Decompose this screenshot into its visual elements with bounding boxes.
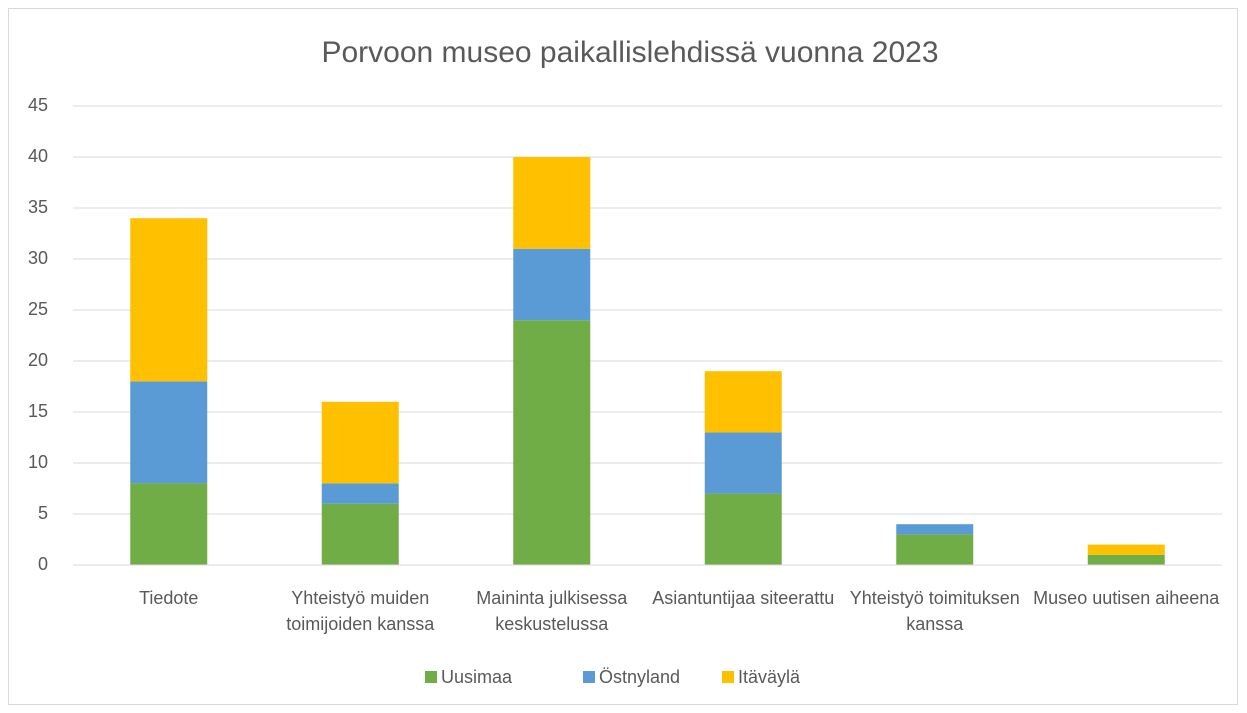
y-tick-label: 25	[28, 299, 48, 319]
legend-swatch	[722, 671, 734, 683]
bar-segment	[513, 248, 591, 321]
bar-segment	[513, 157, 591, 249]
bar-segment	[1087, 554, 1165, 565]
x-tick-label: Asiantuntijaa siteerattu	[652, 588, 835, 608]
y-tick-label: 45	[28, 95, 48, 115]
y-tick-label: 10	[28, 452, 48, 472]
y-tick-label: 5	[38, 503, 48, 523]
y-tick-label: 35	[28, 197, 48, 217]
bar-segment	[1087, 544, 1165, 555]
legend-swatch	[583, 671, 595, 683]
chart-title: Porvoon museo paikallislehdissä vuonna 2…	[321, 36, 938, 69]
bar-segment	[704, 371, 782, 433]
x-tick-label: Maininta julkisessa keskustelussa	[476, 588, 628, 634]
bar-segment	[321, 401, 399, 484]
bar-segment	[130, 483, 208, 565]
bar-segment	[130, 381, 208, 484]
legend-label: Östnyland	[599, 667, 680, 687]
y-tick-label: 20	[28, 350, 48, 370]
y-tick-label: 0	[38, 554, 48, 574]
bar-segment	[704, 432, 782, 494]
bar-segment	[321, 503, 399, 565]
x-tick-label: Yhteistyö muiden toimijoiden kanssa	[286, 588, 435, 634]
legend-label: Uusimaa	[441, 667, 513, 687]
bar-segment	[321, 483, 399, 504]
x-tick-label: Tiedote	[139, 588, 199, 608]
bar-segment	[896, 524, 974, 535]
y-tick-label: 15	[28, 401, 48, 421]
legend-swatch	[425, 671, 437, 683]
chart-frame	[8, 8, 1238, 705]
x-tick-label: Yhteistyö toimituksen kanssa	[849, 588, 1020, 634]
x-tick-label: Museo uutisen aiheena	[1033, 588, 1220, 608]
bar-segment	[896, 534, 974, 565]
legend-label: Itäväylä	[738, 667, 801, 687]
bar-segment	[130, 218, 208, 382]
y-tick-label: 30	[28, 248, 48, 268]
y-tick-label: 40	[28, 146, 48, 166]
bar-segment	[704, 493, 782, 565]
bar-segment	[513, 320, 591, 565]
